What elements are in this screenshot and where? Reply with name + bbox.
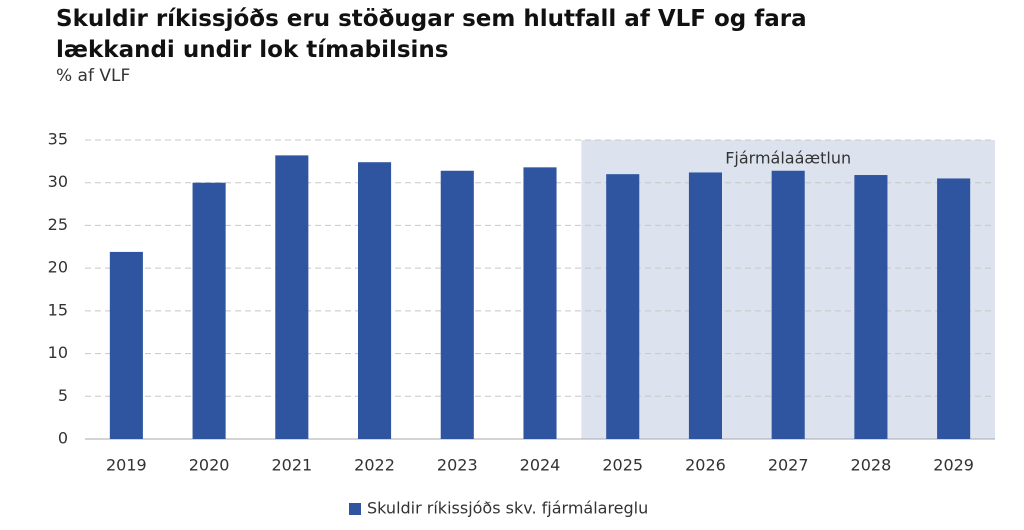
x-tick-label: 2020 — [189, 456, 230, 475]
bar — [358, 162, 392, 439]
bar — [109, 251, 143, 439]
x-tick-label: 2019 — [106, 456, 147, 475]
bar — [606, 174, 640, 439]
x-tick-label: 2021 — [271, 456, 312, 475]
x-tick-label: 2023 — [437, 456, 478, 475]
y-tick-label: 30 — [48, 172, 68, 191]
y-tick-label: 25 — [48, 215, 68, 234]
bar — [192, 182, 226, 439]
bar — [937, 178, 971, 439]
x-tick-label: 2026 — [685, 456, 726, 475]
y-tick-label: 15 — [48, 300, 68, 319]
bar — [440, 170, 474, 440]
bar — [854, 175, 888, 440]
bar — [688, 172, 722, 439]
chart-subtitle: % af VLF — [56, 66, 131, 86]
x-tick-label: 2028 — [851, 456, 892, 475]
x-tick-label: 2029 — [933, 456, 974, 475]
x-tick-label: 2022 — [354, 456, 395, 475]
y-tick-label: 35 — [48, 130, 68, 149]
y-tick-label: 20 — [48, 258, 68, 277]
legend-swatch — [349, 503, 361, 515]
bar — [275, 155, 309, 439]
x-tick-label: 2027 — [768, 456, 809, 475]
shaded-region-label: Fjármálaáætlun — [725, 149, 851, 168]
x-tick-label: 2025 — [602, 456, 643, 475]
bar — [771, 170, 805, 440]
chart-title: Skuldir ríkissjóðs eru stöðugar sem hlut… — [56, 6, 807, 63]
y-tick-label: 5 — [58, 386, 68, 405]
legend-label: Skuldir ríkissjóðs skv. fjármálareglu — [367, 499, 648, 518]
y-tick-label: 0 — [58, 429, 68, 448]
bar — [523, 167, 557, 439]
y-tick-label: 10 — [48, 343, 68, 362]
x-tick-label: 2024 — [520, 456, 561, 475]
